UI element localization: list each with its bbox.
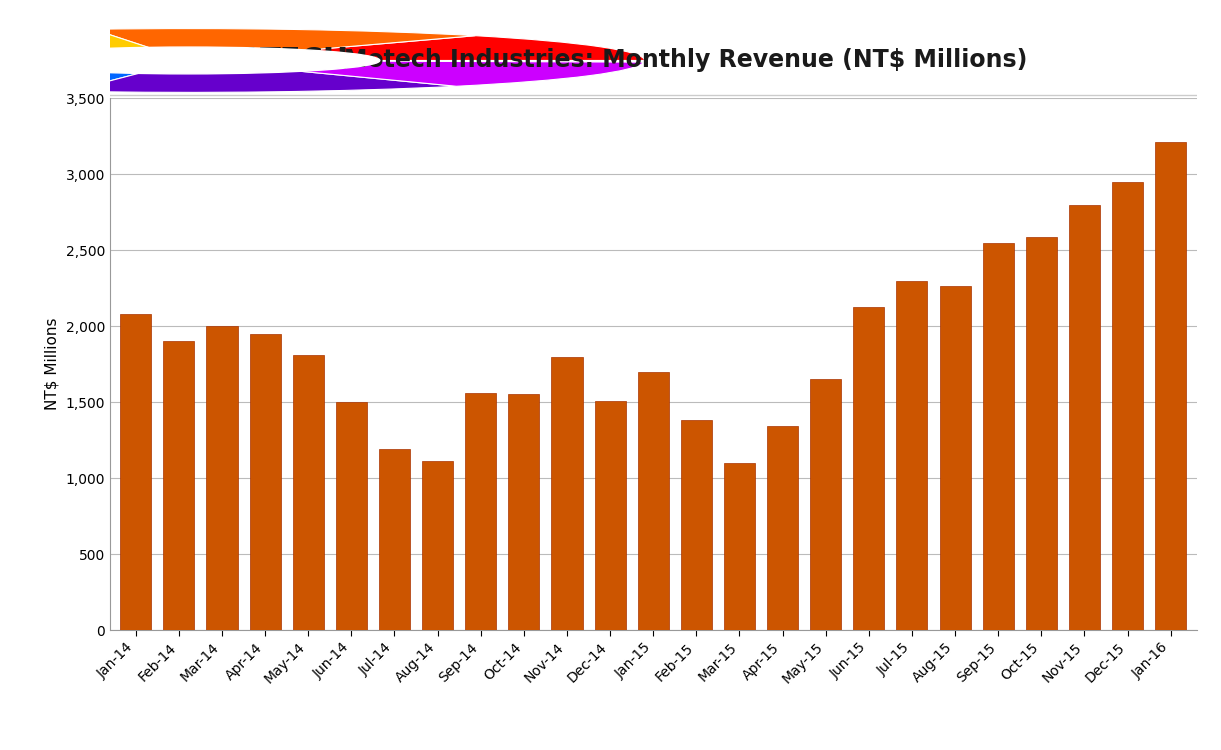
Bar	[1155, 142, 1187, 630]
Bar	[896, 280, 928, 630]
Bar	[336, 402, 366, 630]
Bar	[379, 449, 410, 630]
Bar	[508, 394, 540, 630]
Bar	[422, 460, 453, 630]
Bar	[465, 393, 496, 630]
Wedge shape	[188, 36, 645, 61]
Bar	[595, 401, 625, 630]
Bar	[811, 380, 841, 630]
Text: PV: PV	[226, 46, 272, 75]
Text: TECH: TECH	[260, 46, 349, 75]
Bar	[1112, 182, 1143, 630]
Bar	[940, 286, 971, 630]
Bar	[853, 307, 884, 630]
Wedge shape	[0, 46, 188, 74]
Wedge shape	[93, 28, 475, 61]
Bar	[249, 334, 281, 630]
Bar	[1026, 237, 1057, 630]
Bar	[120, 314, 151, 630]
Bar	[724, 463, 755, 630]
Wedge shape	[0, 61, 188, 92]
Bar	[637, 372, 669, 630]
Wedge shape	[0, 29, 188, 61]
Bar	[767, 427, 799, 630]
Bar	[552, 357, 582, 630]
Bar	[681, 421, 712, 630]
Wedge shape	[188, 61, 643, 86]
Y-axis label: NT$ Millions: NT$ Millions	[45, 318, 60, 410]
Bar	[293, 355, 324, 630]
Bar	[206, 326, 238, 630]
Bar	[164, 341, 194, 630]
Bar	[983, 243, 1013, 630]
Wedge shape	[70, 61, 457, 92]
Circle shape	[0, 47, 380, 74]
Text: Motech Industries: Monthly Revenue (NT$ Millions): Motech Industries: Monthly Revenue (NT$ …	[343, 49, 1027, 73]
Bar	[1068, 205, 1100, 630]
